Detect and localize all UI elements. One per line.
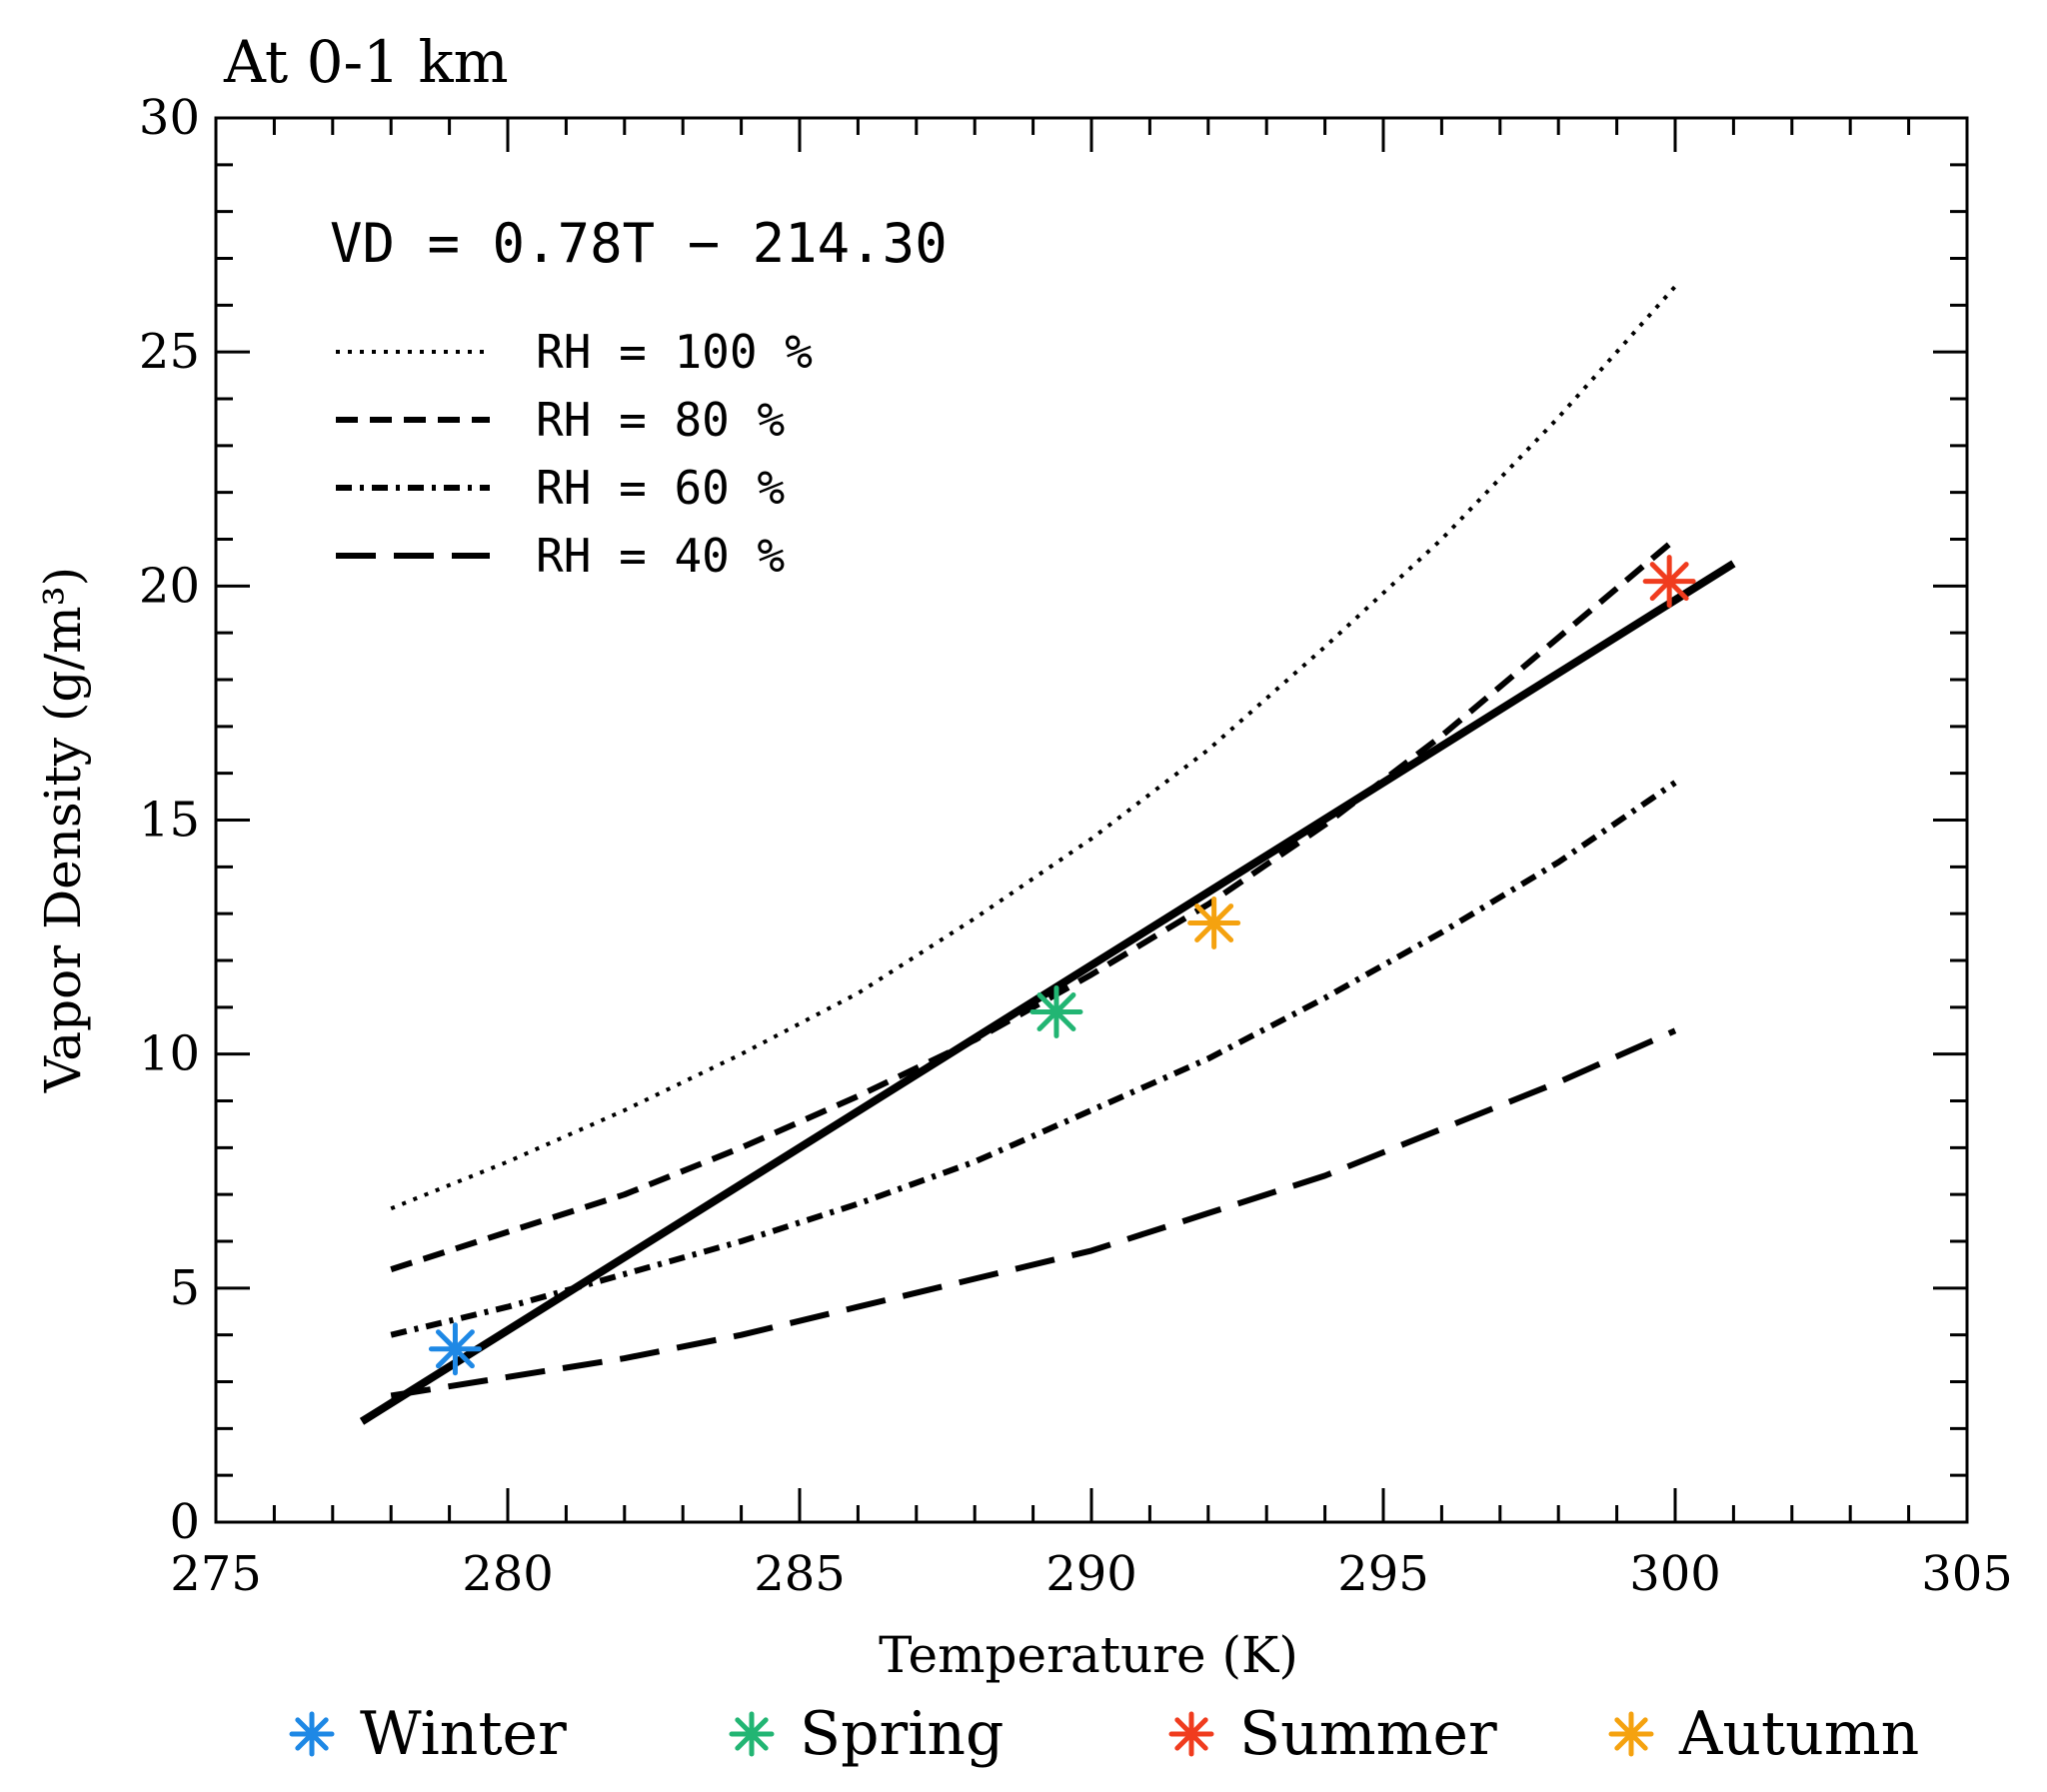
series-line-longdash (390, 1027, 1677, 1399)
y-tick-label: 30 (139, 90, 200, 146)
season-legend-label-summer: Summer (1239, 1699, 1497, 1769)
markers-layer (428, 555, 1696, 1376)
season-marker-summer (1642, 555, 1696, 609)
y-tick-label: 15 (139, 793, 200, 849)
series-line-dashdot (390, 780, 1677, 1338)
season-legend: Winter Spring Summer Autumn (289, 1699, 1919, 1769)
legend-label-dashed: RH = 80 % (536, 393, 785, 447)
season-marker-spring (1029, 985, 1083, 1039)
chart-title: At 0-1 km (223, 28, 509, 96)
rh-legend: RH = 100 % RH = 80 % RH = 60 % RH = 40 % (336, 325, 813, 583)
axes-layer (214, 116, 1969, 1524)
x-tick-label: 305 (1921, 1546, 2013, 1602)
season-legend-icon-spring (729, 1711, 775, 1757)
y-tick-label: 25 (139, 324, 200, 380)
x-tick-label: 295 (1337, 1546, 1429, 1602)
fit-line (359, 560, 1736, 1425)
plot-frame (214, 116, 1969, 1524)
y-tick-label: 10 (139, 1026, 200, 1082)
plot-lines (359, 285, 1736, 1425)
legend-label-dashdot: RH = 60 % (536, 461, 785, 515)
series-line-dotted (390, 285, 1677, 1211)
legend-label-longdash: RH = 40 % (536, 529, 785, 583)
season-legend-label-winter: Winter (360, 1699, 567, 1769)
legend-label-dotted: RH = 100 % (536, 325, 813, 379)
season-marker-winter (428, 1322, 482, 1376)
x-tick-label: 285 (754, 1546, 846, 1602)
x-tick-label: 290 (1045, 1546, 1137, 1602)
season-legend-icon-winter (289, 1711, 335, 1757)
series-line-dashed (390, 537, 1677, 1272)
season-marker-autumn (1187, 896, 1241, 950)
ticks-layer: 275 280 285 290 295 300 305 0 5 10 15 20 25 30 (139, 90, 2013, 1602)
season-legend-icon-summer (1168, 1711, 1214, 1757)
y-tick-label: 0 (169, 1494, 200, 1550)
y-axis-label: Vapor Density (g/m³) (34, 567, 92, 1093)
season-legend-label-spring: Spring (800, 1699, 1004, 1769)
season-legend-label-autumn: Autumn (1678, 1699, 1919, 1769)
x-tick-label: 275 (170, 1546, 262, 1602)
y-tick-label: 5 (169, 1260, 200, 1316)
season-legend-icon-autumn (1608, 1711, 1654, 1757)
fit-equation-annotation: VD = 0.78T − 214.30 (330, 212, 948, 275)
y-tick-label: 20 (139, 558, 200, 614)
x-axis-label: Temperature (K) (879, 1626, 1298, 1684)
x-tick-label: 300 (1629, 1546, 1721, 1602)
x-tick-label: 280 (462, 1546, 554, 1602)
